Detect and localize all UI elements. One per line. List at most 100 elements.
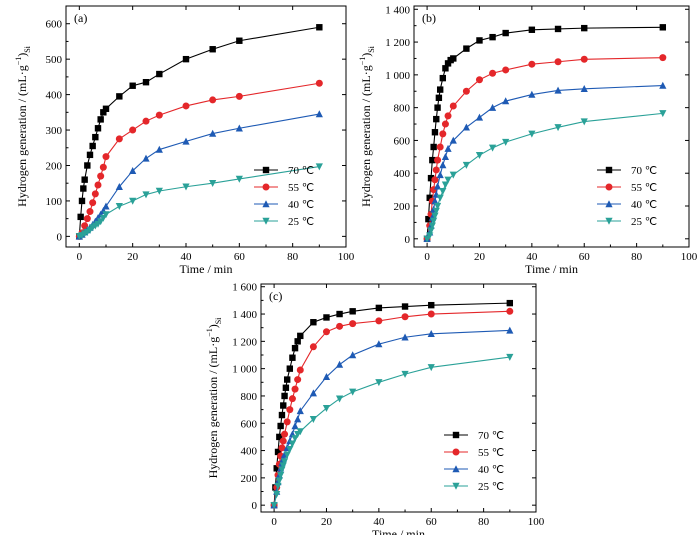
data-point (182, 183, 190, 191)
data-point (209, 46, 216, 53)
y-tick-label: 200 (46, 160, 63, 172)
data-point (81, 222, 89, 230)
series-2 (75, 79, 323, 240)
legend-label: 55 ℃ (288, 182, 314, 194)
data-point (209, 96, 217, 104)
data-point (502, 97, 510, 105)
data-point (91, 190, 99, 198)
x-tick-label: 100 (681, 251, 698, 263)
data-point (235, 124, 243, 132)
data-point (281, 430, 289, 438)
data-point (427, 330, 435, 338)
series-2 (270, 307, 514, 509)
data-point (435, 94, 443, 102)
series-1 (76, 24, 323, 240)
data-point (86, 208, 94, 216)
data-point (273, 465, 280, 472)
y-tick-label: 500 (46, 54, 63, 66)
data-point (102, 211, 110, 219)
data-point (401, 333, 409, 341)
legend-item: 55 ℃ (444, 447, 504, 459)
legend-label: 70 ℃ (288, 165, 314, 177)
data-point (442, 65, 449, 72)
data-point (277, 422, 284, 430)
legend-label: 25 ℃ (631, 216, 657, 228)
data-point (444, 112, 452, 120)
data-point (375, 317, 383, 325)
data-point (434, 156, 442, 164)
series-line (78, 82, 320, 237)
data-point (506, 326, 514, 334)
x-tick-label: 40 (373, 516, 385, 528)
data-point (430, 217, 438, 225)
data-point (270, 501, 278, 509)
data-point (336, 310, 343, 318)
y-tick-label: 800 (394, 103, 411, 115)
data-point (286, 445, 294, 453)
data-point (92, 133, 99, 141)
data-point (375, 379, 383, 387)
data-point (296, 428, 304, 436)
data-point (97, 172, 105, 180)
series-line (273, 329, 510, 506)
data-point (309, 389, 317, 397)
legend-item: 40 ℃ (254, 199, 314, 211)
data-point (309, 415, 317, 423)
data-point (83, 215, 91, 223)
data-point (280, 458, 289, 466)
data-point (449, 102, 457, 110)
legend-item: 40 ℃ (444, 464, 504, 476)
legend-marker (452, 465, 460, 473)
legend-marker (262, 200, 270, 208)
data-point (554, 58, 562, 66)
x-tick-label: 60 (579, 251, 591, 263)
data-point (182, 102, 190, 110)
data-point (129, 197, 137, 205)
data-point (401, 303, 409, 310)
data-point (315, 110, 323, 118)
data-point (156, 70, 163, 78)
data-point (336, 322, 344, 330)
data-point (182, 137, 190, 145)
data-point (436, 171, 444, 179)
data-point (462, 161, 470, 169)
data-point (463, 45, 470, 52)
x-tick-label: 0 (77, 251, 83, 263)
series-line (426, 112, 663, 240)
data-point (280, 402, 287, 409)
x-tick-label: 80 (478, 516, 490, 528)
data-point (449, 171, 457, 179)
data-point (297, 332, 304, 340)
series-3 (270, 326, 514, 509)
data-point (580, 118, 588, 126)
data-point (115, 135, 123, 143)
data-point (296, 407, 304, 415)
x-axis-title: Time / min (525, 262, 578, 276)
x-tick-label: 20 (321, 516, 333, 528)
series-line (78, 26, 320, 237)
data-point (426, 232, 434, 240)
data-point (488, 103, 497, 111)
y-tick-label: 300 (46, 125, 63, 137)
data-point (432, 207, 440, 215)
series-2 (423, 54, 667, 243)
data-point (282, 384, 290, 391)
y-tick-label: 400 (394, 168, 411, 180)
data-point (129, 126, 137, 134)
legend-marker (605, 166, 613, 174)
series-line (79, 166, 320, 237)
data-point (283, 376, 291, 383)
data-point (116, 93, 123, 100)
data-point (278, 411, 286, 419)
data-point (349, 308, 356, 315)
data-point (425, 215, 432, 223)
data-point (554, 124, 562, 132)
data-point (554, 86, 562, 94)
data-point (89, 142, 96, 150)
data-point (335, 360, 344, 368)
panel-label: (c) (269, 289, 282, 303)
data-point (429, 156, 436, 164)
x-tick-label: 20 (474, 251, 486, 263)
legend-item: 25 ℃ (444, 481, 504, 493)
plot-frame (65, 5, 347, 248)
